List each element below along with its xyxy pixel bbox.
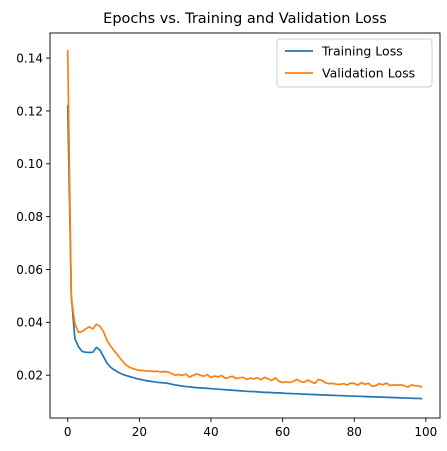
x-tick-label: 80 bbox=[347, 425, 362, 439]
x-tick-label: 60 bbox=[275, 425, 290, 439]
y-tick-label: 0.04 bbox=[16, 316, 43, 330]
y-tick-label: 0.08 bbox=[16, 210, 43, 224]
legend-label-validation-loss: Validation Loss bbox=[322, 66, 415, 81]
series-line-validation-loss bbox=[66, 50, 423, 388]
y-tick-label: 0.12 bbox=[16, 104, 43, 118]
legend: Training Loss Validation Loss bbox=[276, 38, 433, 88]
y-tick-label: 0.14 bbox=[16, 51, 43, 65]
y-tick-label: 0.06 bbox=[16, 263, 43, 277]
axes-frame bbox=[49, 32, 441, 419]
x-axis: 0 20 40 60 80 100 bbox=[64, 418, 437, 439]
series-line-training-loss bbox=[66, 105, 423, 400]
x-tick-label: 0 bbox=[64, 425, 72, 439]
x-tick-label: 40 bbox=[203, 425, 218, 439]
legend-box bbox=[276, 38, 433, 88]
x-tick-label: 20 bbox=[132, 425, 147, 439]
x-tick-label: 100 bbox=[414, 425, 437, 439]
legend-label-training-loss: Training Loss bbox=[321, 44, 403, 59]
y-tick-label: 0.02 bbox=[16, 368, 43, 382]
chart-title: Epochs vs. Training and Validation Loss bbox=[103, 11, 387, 27]
y-tick-label: 0.10 bbox=[16, 157, 43, 171]
series-layer bbox=[66, 50, 423, 400]
y-axis: 0.02 0.04 0.06 0.08 0.10 0.12 0.14 bbox=[16, 51, 50, 382]
